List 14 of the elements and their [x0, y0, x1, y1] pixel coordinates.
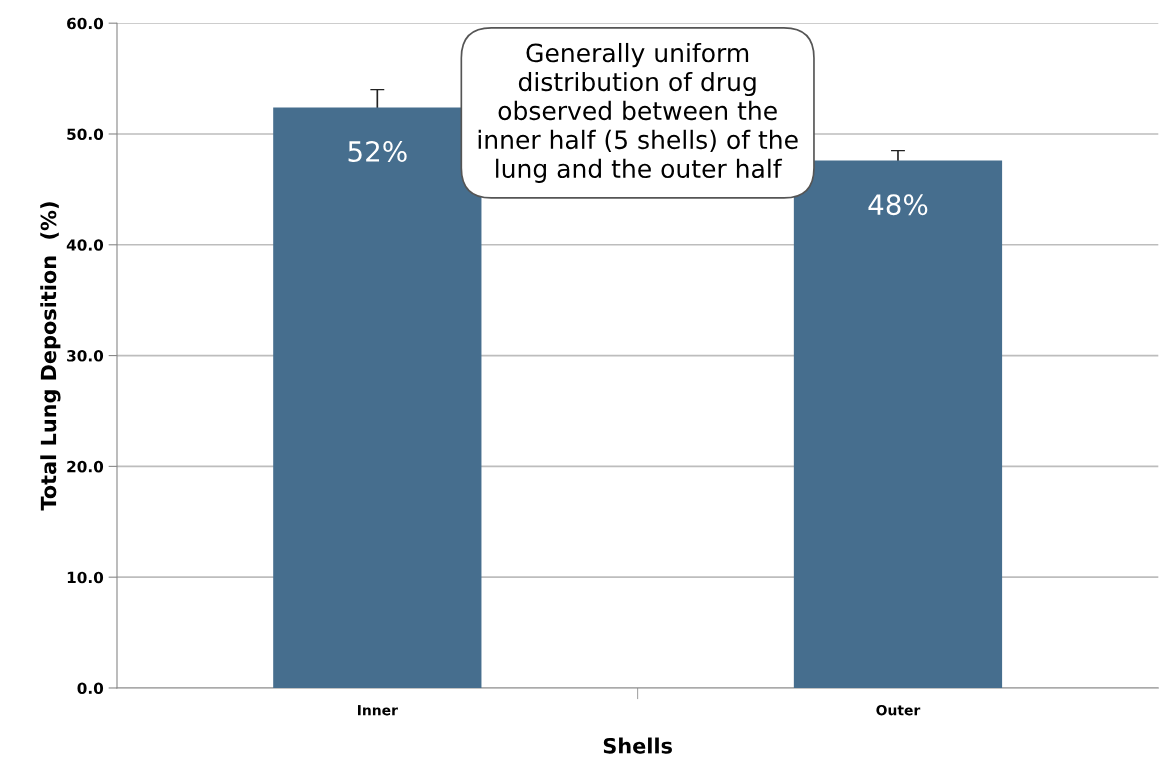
y-tick-label: 30.0	[67, 350, 104, 362]
x-tick-label: Inner	[358, 705, 398, 716]
y-tick-label: 10.0	[67, 571, 104, 584]
y-axis-title: Total Lung Deposition (%)	[40, 202, 61, 511]
y-tick-label: 0.0	[77, 682, 104, 694]
y-tick-label: 50.0	[67, 128, 104, 141]
data-label: 52%	[348, 140, 407, 162]
data-label: 48%	[868, 194, 928, 216]
annotation: Generally uniform distribution of drug observed between the inner half (5 shells) of the lung and the outer half	[478, 42, 798, 183]
x-axis-title: Shells	[603, 737, 672, 754]
x-tick-label: Outer	[876, 704, 921, 716]
y-tick-label: 20.0	[67, 460, 104, 473]
y-tick-label: 40.0	[66, 239, 104, 251]
y-tick-label: 60.0	[67, 17, 104, 30]
